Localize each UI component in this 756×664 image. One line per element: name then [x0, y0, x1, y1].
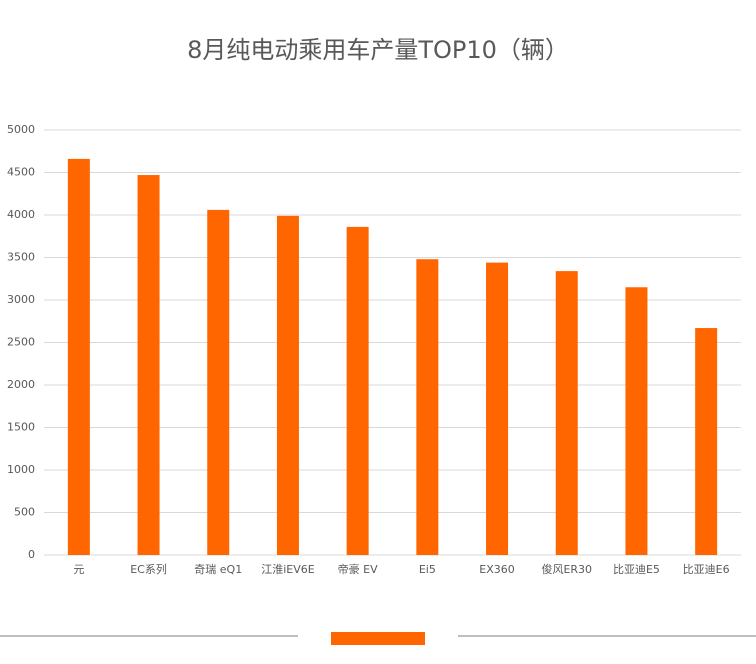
bar: [695, 328, 718, 555]
footer-bar: [331, 632, 425, 645]
bar: [416, 259, 439, 555]
x-tick-label: 比亚迪E6: [683, 563, 730, 576]
y-tick-label: 4500: [7, 166, 35, 179]
chart-title: 8月纯电动乘用车产量TOP10（辆）: [187, 36, 569, 64]
x-tick-label: 俊风ER30: [541, 562, 592, 576]
y-tick-label: 4000: [7, 208, 35, 221]
y-tick-label: 1000: [7, 463, 35, 476]
x-tick-label: 奇瑞 eQ1: [194, 562, 242, 576]
bar: [625, 287, 648, 555]
x-tick-label: Ei5: [419, 563, 436, 576]
bar: [555, 271, 578, 555]
x-tick-label: EX360: [479, 563, 514, 576]
y-tick-label: 5000: [7, 123, 35, 136]
y-tick-label: 3500: [7, 251, 35, 264]
x-tick-label: 帝豪 EV: [338, 562, 378, 576]
y-tick-label: 500: [14, 506, 35, 519]
y-tick-label: 1500: [7, 421, 35, 434]
x-tick-label: 江淮iEV6E: [261, 563, 315, 576]
y-tick-label: 3000: [7, 293, 35, 306]
y-tick-label: 2000: [7, 378, 35, 391]
bar: [137, 175, 160, 556]
x-tick-label: 比亚迪E5: [613, 563, 660, 576]
y-tick-label: 0: [28, 548, 35, 561]
bar: [486, 262, 509, 555]
bar: [276, 215, 299, 555]
y-tick-label: 2500: [7, 336, 35, 349]
bar: [67, 158, 90, 555]
x-tick-label: 元: [73, 563, 84, 576]
bar: [207, 209, 230, 555]
x-tick-label: EC系列: [130, 562, 167, 576]
bar: [346, 226, 369, 555]
